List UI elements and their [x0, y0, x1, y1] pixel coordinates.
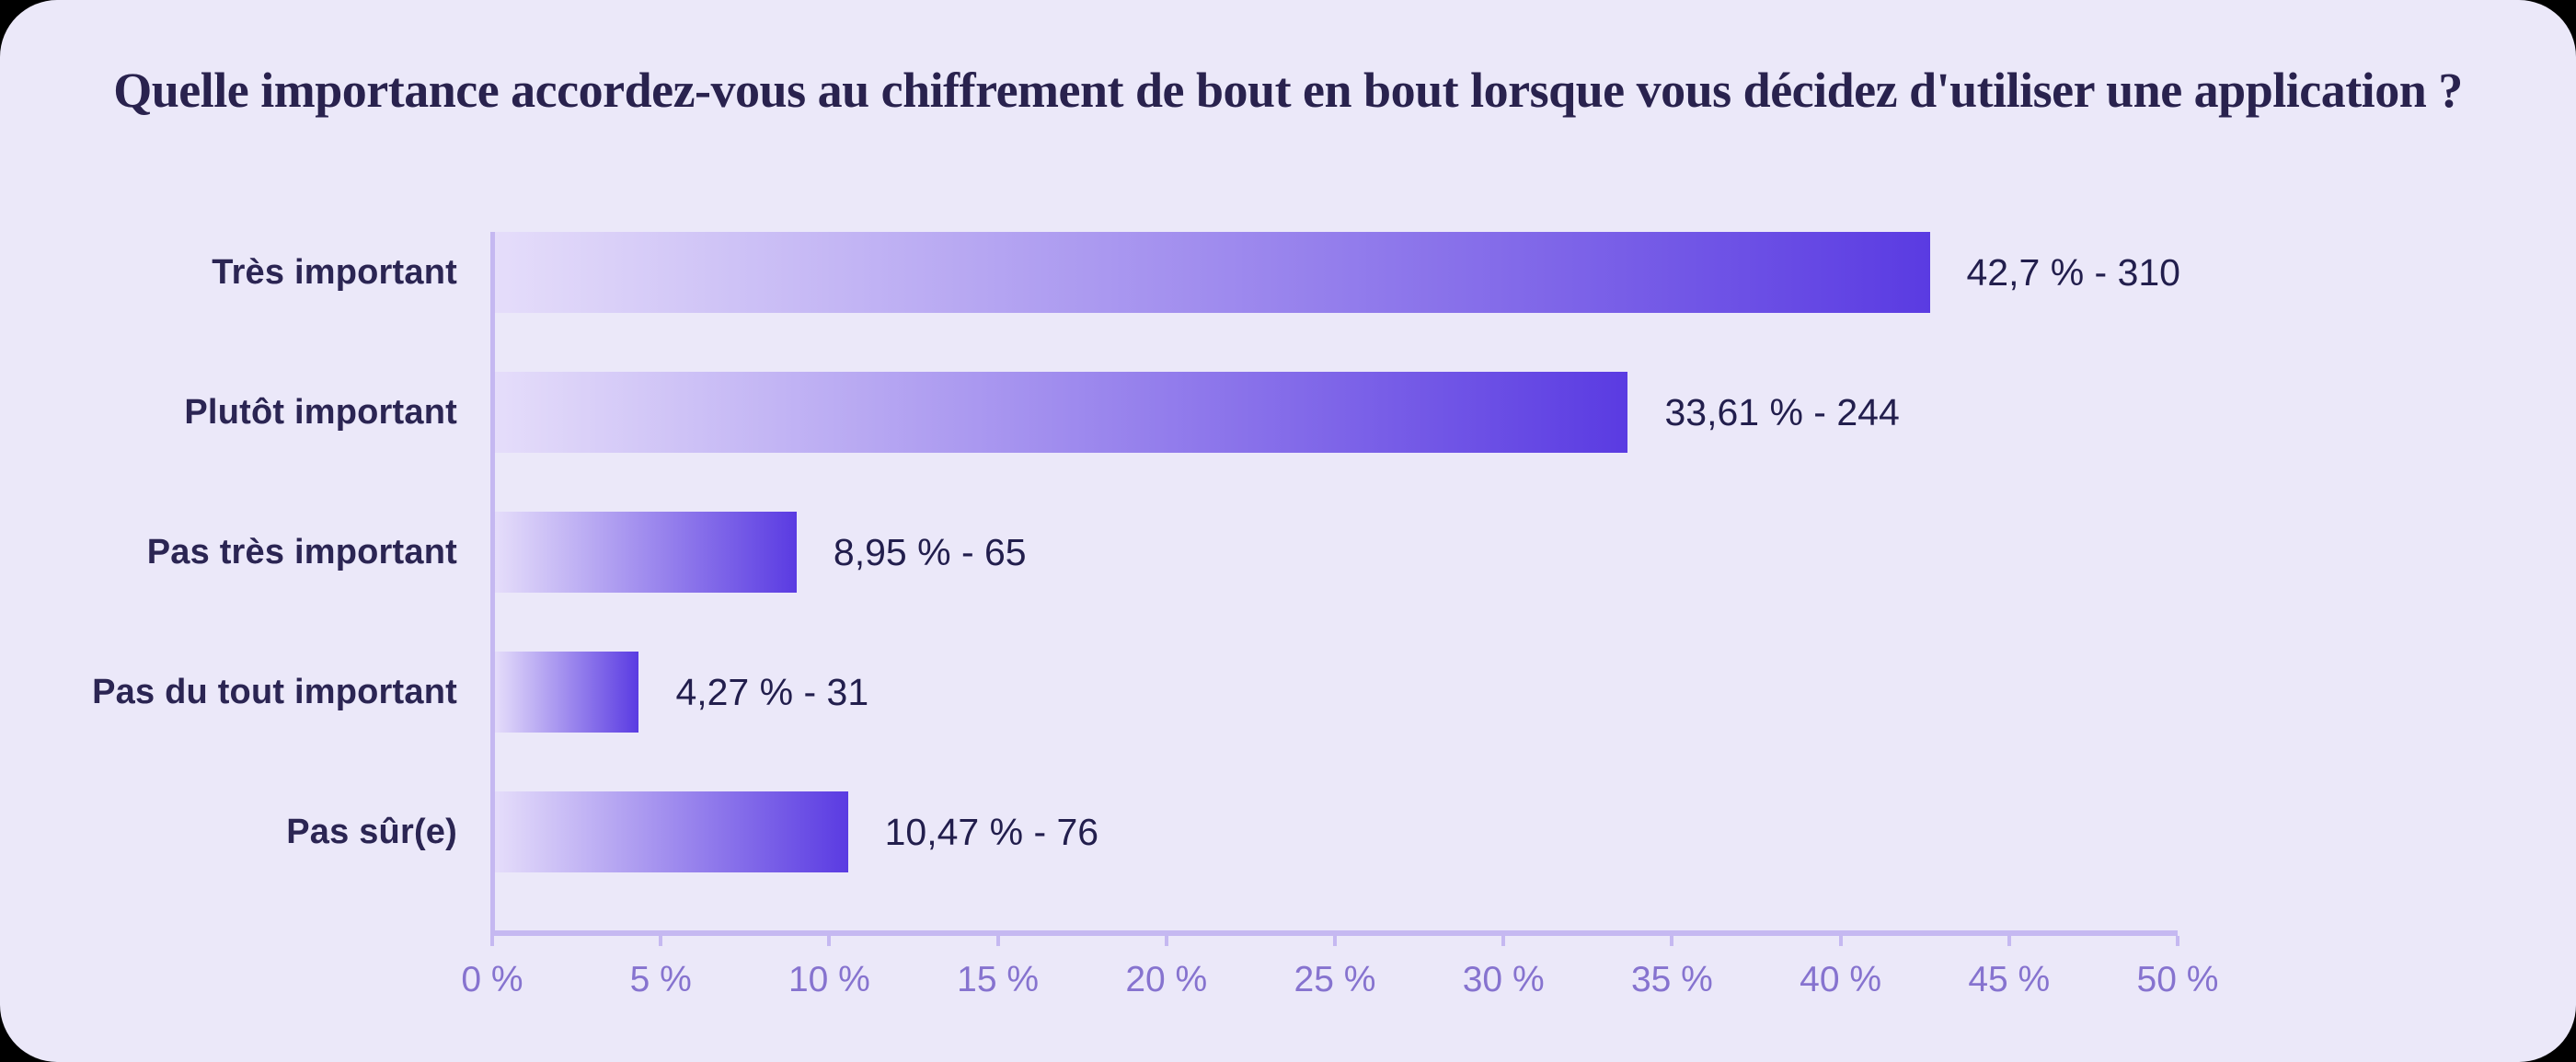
chart-row: Pas du tout important 4,27 % - 31 — [0, 622, 2576, 762]
bar-track: 4,27 % - 31 — [495, 652, 2180, 733]
x-tick-label: 45 % — [1968, 960, 2051, 999]
x-axis-line — [490, 930, 2178, 936]
x-tick-mark — [995, 936, 1000, 946]
chart-row: Très important 42,7 % - 310 — [0, 202, 2576, 342]
x-tick-mark — [1838, 936, 1843, 946]
x-tick-mark — [2007, 936, 2011, 946]
x-tick-label: 40 % — [1800, 960, 1882, 999]
chart-row: Pas très important 8,95 % - 65 — [0, 482, 2576, 622]
x-tick-label: 0 % — [461, 960, 523, 999]
x-axis-ticks: 0 % 5 % 10 % 15 % 20 % 25 % 30 % 35 % 40 % 45 % 50… — [461, 936, 2218, 1019]
bar-rows: Très important 42,7 % - 310 Plutôt importa… — [0, 202, 2576, 902]
bar-track: 33,61 % - 244 — [495, 372, 2180, 453]
value-label: 10,47 % - 76 — [884, 810, 1099, 853]
value-label: 8,95 % - 65 — [833, 530, 1027, 573]
x-tick-mark — [1333, 936, 1337, 946]
bar[interactable] — [495, 232, 1930, 313]
x-tick-label: 25 % — [1294, 960, 1376, 999]
x-tick-label: 10 % — [788, 960, 870, 999]
x-tick-mark — [1501, 936, 1506, 946]
category-label: Pas du tout important — [92, 672, 457, 711]
category-label: Pas sûr(e) — [286, 812, 457, 851]
value-label: 42,7 % - 310 — [1966, 250, 2181, 294]
x-tick-label: 35 % — [1630, 960, 1713, 999]
value-label: 33,61 % - 244 — [1664, 390, 1900, 433]
x-tick-mark — [827, 936, 832, 946]
x-tick-mark — [2176, 936, 2179, 946]
x-tick-mark — [1670, 936, 1674, 946]
x-tick-mark — [490, 936, 494, 946]
bar-track: 42,7 % - 310 — [495, 232, 2180, 313]
x-tick-label: 50 % — [2136, 960, 2219, 999]
bar[interactable] — [495, 652, 639, 733]
bar[interactable] — [495, 512, 797, 593]
bar-track: 8,95 % - 65 — [495, 512, 2180, 593]
x-tick-mark — [1164, 936, 1168, 946]
bar[interactable] — [495, 791, 848, 872]
x-tick-label: 5 % — [629, 960, 692, 999]
bar[interactable] — [495, 372, 1628, 453]
x-tick-label: 20 % — [1125, 960, 1208, 999]
chart-row: Pas sûr(e) 10,47 % - 76 — [0, 762, 2576, 902]
category-label: Pas très important — [146, 532, 457, 571]
chart-title: Quelle importance accordez-vous au chiff… — [113, 63, 2463, 118]
x-tick-label: 15 % — [957, 960, 1040, 999]
category-label: Très important — [212, 252, 457, 292]
value-label: 4,27 % - 31 — [675, 670, 869, 713]
category-label: Plutôt important — [184, 392, 457, 432]
chart-row: Plutôt important 33,61 % - 244 — [0, 342, 2576, 482]
x-tick-label: 30 % — [1462, 960, 1545, 999]
bar-track: 10,47 % - 76 — [495, 791, 2180, 872]
x-tick-mark — [659, 936, 663, 946]
y-axis-line — [490, 232, 495, 936]
